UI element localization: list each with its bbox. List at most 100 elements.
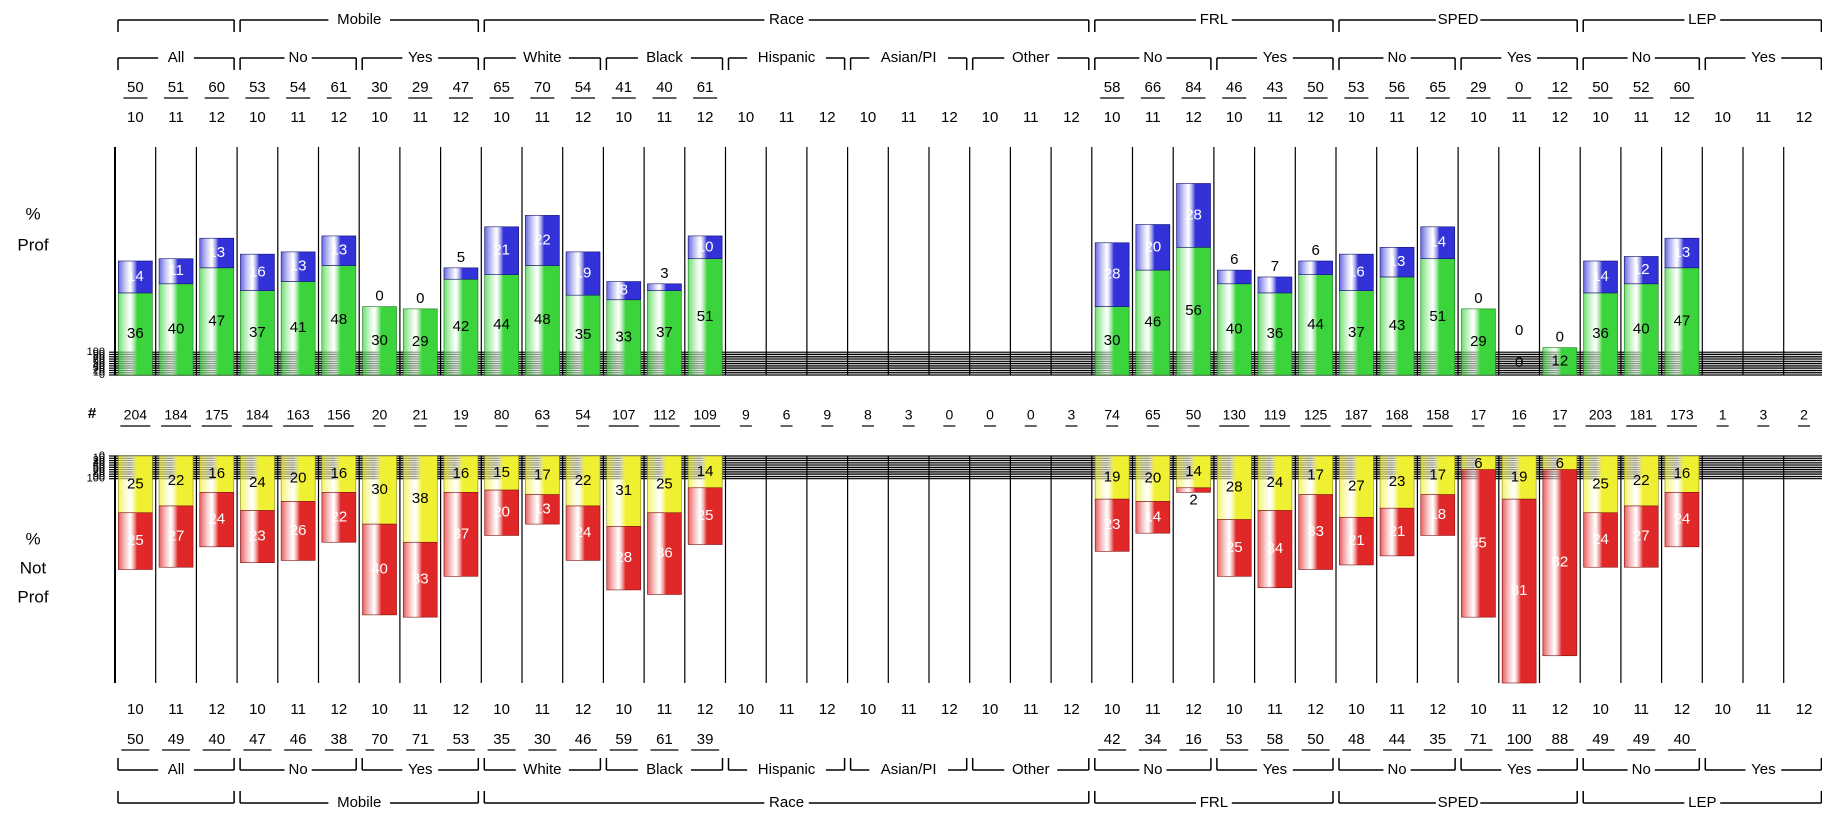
notprof-total-label: 71 <box>412 731 429 748</box>
notprof-total-label: 49 <box>168 731 185 748</box>
notprof-panel-tick-label: 60 <box>93 464 105 476</box>
prof-panel-band <box>115 363 1822 366</box>
count-label: 173 <box>1670 407 1694 423</box>
count-label: 1 <box>1719 407 1727 423</box>
prof-total-label: 53 <box>249 79 266 96</box>
notprof-total-label: 71 <box>1470 731 1487 748</box>
bar-basic <box>1420 455 1456 495</box>
top-group-bracket-label: Mobile <box>337 11 381 28</box>
prof-panel-band <box>115 368 1822 371</box>
bar-advanced <box>1216 269 1252 285</box>
count-row-label: # <box>88 405 97 422</box>
label-proficient: 36 <box>1267 325 1284 342</box>
label-basic: 22 <box>168 472 185 489</box>
bar-below-basic <box>565 505 601 561</box>
bar-proficient <box>240 290 275 376</box>
count-label: 112 <box>653 407 676 423</box>
label-proficient: 29 <box>1470 333 1487 350</box>
label-basic: 20 <box>290 470 307 487</box>
bar-below-basic <box>362 523 397 616</box>
bar-below-basic <box>1542 469 1578 657</box>
grade-label-top: 10 <box>1470 109 1487 126</box>
top-subgroup-bracket-label: Black <box>646 49 683 66</box>
bar-proficient <box>362 306 397 376</box>
label-proficient: 47 <box>1674 312 1691 329</box>
label-proficient: 43 <box>1389 317 1406 334</box>
grade-label-bottom: 12 <box>1307 701 1324 718</box>
label-advanced: 6 <box>1230 251 1238 268</box>
grade-label-bottom: 10 <box>1226 701 1243 718</box>
grade-label-bottom: 10 <box>615 701 632 718</box>
count-label: 19 <box>453 407 469 423</box>
label-below-basic: 14 <box>1145 508 1162 525</box>
bar-below-basic <box>443 492 479 577</box>
bar-basic <box>484 455 519 491</box>
label-basic: 22 <box>575 472 592 489</box>
grade-label-top: 11 <box>535 109 551 126</box>
bar-advanced <box>1094 242 1130 307</box>
label-advanced: 0 <box>1515 322 1523 339</box>
bar-below-basic <box>118 512 153 570</box>
grade-label-bottom: 12 <box>1429 701 1446 718</box>
label-below-basic: 27 <box>168 528 185 545</box>
prof-panel-band <box>115 359 1822 362</box>
bar-proficient <box>525 265 560 376</box>
count-label: 6 <box>783 407 791 423</box>
grade-label-bottom: 11 <box>1511 701 1527 718</box>
prof-total-label: 43 <box>1267 79 1284 96</box>
count-label: 181 <box>1630 407 1654 423</box>
label-proficient: 40 <box>1633 320 1650 337</box>
label-basic: 27 <box>1348 478 1365 495</box>
grade-label-top: 10 <box>860 109 877 126</box>
bar-basic <box>525 455 560 495</box>
grade-label-bottom: 10 <box>1714 701 1731 718</box>
bottom-subgroup-bracket-label: White <box>523 761 561 778</box>
notprof-panel-tick-label: 40 <box>93 459 105 471</box>
bar-proficient <box>484 274 519 376</box>
label-below-basic: 18 <box>1429 506 1446 523</box>
notprof-panel-band <box>115 465 1822 468</box>
grade-label-bottom: 10 <box>1104 701 1121 718</box>
bar-below-basic <box>687 487 723 545</box>
grade-label-top: 10 <box>127 109 144 126</box>
grade-label-bottom: 12 <box>453 701 470 718</box>
label-basic: 28 <box>1226 479 1243 496</box>
bottom-subgroup-bracket-label: Black <box>646 761 683 778</box>
bar-basic <box>606 455 642 527</box>
grade-label-top: 12 <box>575 109 592 126</box>
label-proficient: 30 <box>1104 332 1121 349</box>
prof-row-label: % <box>25 204 40 223</box>
notprof-panel-band <box>115 469 1822 472</box>
bar-basic <box>280 455 316 502</box>
bar-proficient <box>606 299 642 376</box>
notprof-total-label: 47 <box>249 731 266 748</box>
grade-label-bottom: 10 <box>1592 701 1609 718</box>
grade-label-bottom: 12 <box>1185 701 1202 718</box>
label-below-basic: 2 <box>1189 491 1197 508</box>
label-below-basic: 40 <box>371 560 388 577</box>
prof-panel-tick-label: 80 <box>93 351 105 363</box>
bar-basic <box>1339 455 1374 518</box>
label-below-basic: 27 <box>1633 528 1650 545</box>
notprof-total-label: 53 <box>453 731 470 748</box>
count-label: 9 <box>742 407 750 423</box>
notprof-total-label: 46 <box>575 731 592 748</box>
bar-basic <box>1501 455 1537 500</box>
notprof-panel-band <box>115 460 1822 463</box>
label-basic: 24 <box>249 474 266 491</box>
bar-advanced <box>647 283 682 291</box>
bar-below-basic <box>1420 494 1456 536</box>
grade-label-top: 10 <box>493 109 510 126</box>
label-below-basic: 24 <box>208 511 225 528</box>
grade-label-bottom: 11 <box>290 701 306 718</box>
notprof-total-label: 38 <box>331 731 348 748</box>
label-proficient: 33 <box>615 328 632 345</box>
grade-label-bottom: 10 <box>371 701 388 718</box>
label-advanced: 13 <box>290 258 307 275</box>
prof-total-label: 50 <box>1592 79 1609 96</box>
label-below-basic: 82 <box>1552 554 1569 571</box>
label-proficient: 12 <box>1552 352 1569 369</box>
bar-below-basic <box>402 541 438 618</box>
